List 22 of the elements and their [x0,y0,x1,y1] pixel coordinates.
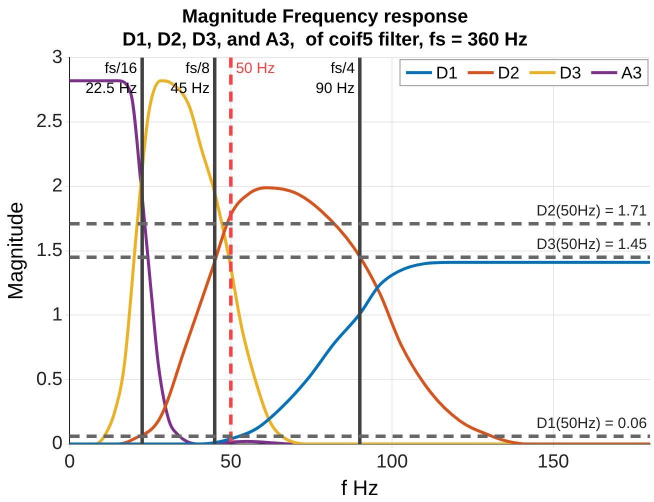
y-tick-label: 3 [52,46,63,68]
legend-label: D3 [559,63,582,82]
y-tick-label: 0 [52,433,63,454]
legend-label: D1 [436,63,458,82]
y-tick-label: 0.5 [36,368,63,390]
y-axis-title: Magnitude [4,202,28,300]
legend-label: A3 [621,63,642,82]
ref-line-label: D3(50Hz) = 1.45 [536,236,647,253]
ref-line-label: 50 Hz [236,60,276,78]
y-tick-label: 2 [52,176,63,197]
y-tick-label: 1.5 [36,240,63,262]
x-tick-label: 100 [376,452,408,473]
chart-title: Magnitude Frequency response D1, D2, D3, and A3, of coif5 filter, fs = 360 Hz [122,6,528,50]
x-tick-label: 150 [537,452,570,473]
ref-line-label: D2(50Hz) = 1.71 [536,202,647,220]
y-tick-label: 1 [52,304,63,326]
y-tick-label: 2.5 [36,111,63,132]
x-axis-title: f Hz [341,477,378,500]
x-tick-label: 50 [220,452,242,473]
ref-line-label: fs/4 90 Hz [316,60,355,98]
legend-label: D2 [498,63,520,82]
ref-line-label: D1(50Hz) = 0.06 [536,414,647,432]
